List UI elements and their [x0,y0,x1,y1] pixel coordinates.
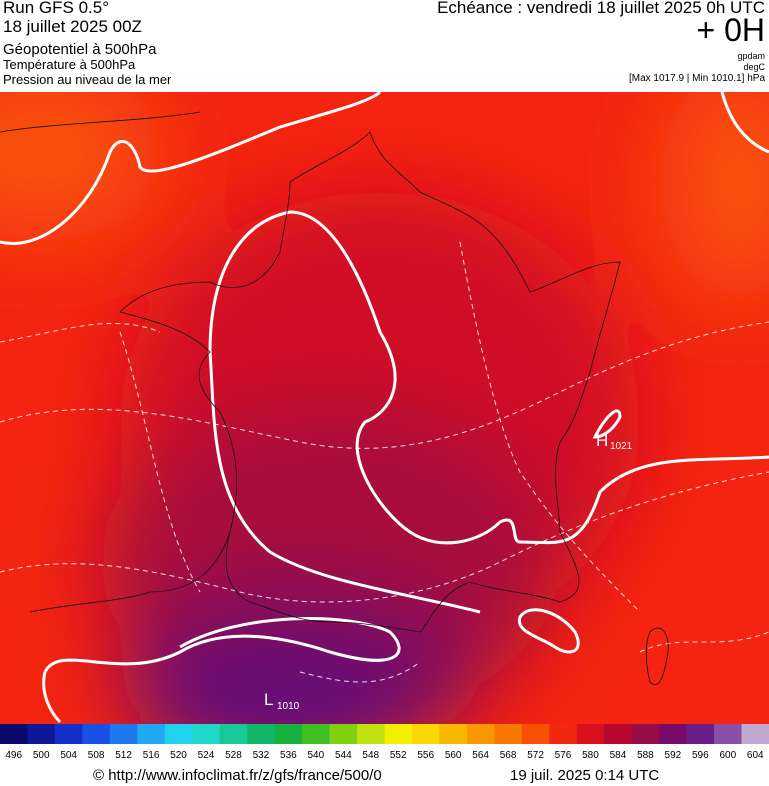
colorbar-label: 580 [582,750,599,761]
colorbar-label: 516 [143,750,160,761]
high-value: 1021 [610,441,633,452]
colorbar-swatch [357,724,385,744]
colorbar-label: 592 [665,750,682,761]
colorbar-label: 552 [390,750,407,761]
colorbar-swatch [247,724,276,744]
colorbar-swatch [576,724,605,744]
high-symbol: H [596,431,608,450]
unit-2: degC [743,62,765,72]
field-name-2: Température à 500hPa [3,57,136,72]
colorbar-label: 544 [335,750,352,761]
colorbar-swatch [521,724,550,744]
colorbar-label: 560 [445,750,462,761]
colorbar-swatch [466,724,495,744]
colorbar-swatch [494,724,523,744]
colorbar-swatch [27,724,56,744]
unit-1: gpdam [737,51,765,61]
echeance: Echéance : vendredi 18 juillet 2025 0h U… [437,0,765,17]
colorbar-swatch [714,724,743,744]
range: [Max 1017.9 | Min 1010.1] hPa [628,73,765,84]
colorbar-swatch [686,724,715,744]
colorbar-label: 588 [637,750,654,761]
colorbar-swatch [219,724,248,744]
field-name: Géopotentiel à 500hPa [3,41,157,58]
colorbar-swatch [384,724,413,744]
colorbar-swatch [631,724,660,744]
colorbar-swatch [54,724,83,744]
colorbar-swatch [411,724,440,744]
colorbar-swatch [274,724,303,744]
colorbar-label: 496 [5,750,22,761]
colorbar-label: 512 [115,750,132,761]
colorbar-label: 524 [198,750,215,761]
timestamp: 19 juil. 2025 0:14 UTC [510,767,660,784]
colorbar-label: 600 [719,750,736,761]
colorbar-label: 584 [610,750,627,761]
colorbar-label: 520 [170,750,187,761]
isotherms [0,241,769,683]
colorbar-swatch [192,724,221,744]
source-url: © http://www.infoclimat.fr/z/gfs/france/… [93,767,382,784]
colorbar-label: 508 [88,750,105,761]
colorbar-label: 556 [417,750,434,761]
colorbar-swatch [0,724,28,744]
colorbar-swatch [741,724,769,744]
colorbar-label: 540 [307,750,324,761]
colorbar-swatch [109,724,138,744]
colorbar-swatch [137,724,166,744]
colorbar-label: 572 [527,750,544,761]
colorbar: 496 500 504 508 512 516 520 524 528 532 536 540 544 5… [0,724,769,761]
map: H 1021 L 1010 [0,92,769,724]
colorbar-label: 536 [280,750,297,761]
low-value: 1010 [277,701,300,712]
colorbar-label: 604 [747,750,764,761]
colorbar-swatch [659,724,688,744]
colorbar-swatch [329,724,358,744]
colorbar-swatch [82,724,111,744]
pressure-labels: H 1021 L 1010 [264,431,633,712]
run-title: Run GFS 0.5° [3,0,110,17]
field-shading [0,92,769,724]
run-date: 18 juillet 2025 00Z [3,17,142,36]
contours [0,92,769,724]
colorbar-swatch [302,724,331,744]
colorbar-label: 504 [60,750,77,761]
colorbar-label: 576 [555,750,572,761]
field-name-3: Pression au niveau de la mer [3,72,172,87]
colorbar-label: 500 [33,750,50,761]
colorbar-label: 528 [225,750,242,761]
colorbar-label: 568 [500,750,517,761]
offset: + 0H [696,12,765,48]
colorbar-swatch [604,724,633,744]
colorbar-label: 596 [692,750,709,761]
colorbar-label: 532 [253,750,270,761]
low-symbol: L [264,690,273,709]
colorbar-swatch [164,724,193,744]
colorbar-label: 564 [472,750,489,761]
colorbar-swatch [549,724,578,744]
coastlines [0,111,669,685]
colorbar-swatch [439,724,468,744]
colorbar-label: 548 [362,750,379,761]
